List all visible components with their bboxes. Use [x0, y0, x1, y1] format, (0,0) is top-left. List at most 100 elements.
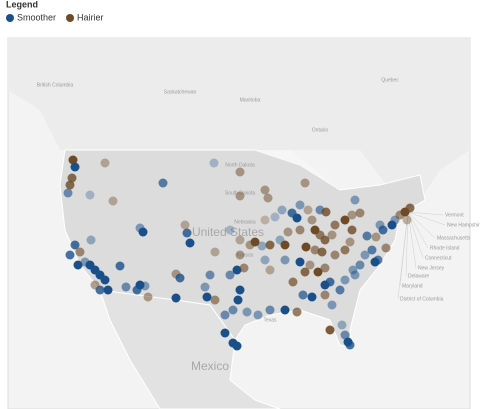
location-dot — [63, 188, 73, 198]
leader-line — [407, 211, 424, 259]
location-dot — [320, 235, 330, 245]
region-label: Maryland — [402, 283, 423, 289]
region-label: Kansas — [237, 252, 254, 258]
location-dot — [295, 200, 305, 210]
region-label: Quebec — [381, 77, 399, 83]
location-dot — [327, 230, 337, 240]
location-dot — [263, 193, 273, 203]
location-dot — [335, 285, 345, 295]
location-dot — [232, 265, 242, 275]
location-dot — [103, 285, 113, 295]
location-dot — [288, 277, 298, 287]
location-dot — [283, 227, 293, 237]
legend: Smoother Hairier — [6, 12, 104, 22]
location-dot — [73, 260, 83, 270]
region-label: Connecticut — [425, 255, 452, 261]
location-dot — [220, 310, 230, 320]
location-dot — [280, 240, 290, 250]
location-dot — [115, 261, 125, 271]
location-dot — [260, 215, 270, 225]
location-dot — [132, 285, 142, 295]
location-dot — [373, 255, 383, 265]
location-dot — [300, 267, 310, 277]
location-dot — [158, 178, 168, 188]
location-dot — [348, 265, 358, 275]
location-dot — [347, 210, 357, 220]
location-dot — [307, 215, 317, 225]
location-dot — [260, 255, 270, 265]
region-label: Delaware — [408, 273, 429, 279]
location-dot — [205, 270, 215, 280]
location-dot — [70, 162, 80, 172]
location-dot — [402, 215, 412, 225]
location-dot — [180, 220, 190, 230]
location-dot — [327, 300, 337, 310]
region-label: New Hampshire — [447, 222, 480, 228]
region-label: Texas — [263, 317, 277, 323]
location-dot — [362, 231, 372, 241]
leader-line — [405, 211, 409, 277]
location-dot — [325, 277, 335, 287]
leader-line — [397, 211, 409, 300]
location-dot — [70, 240, 80, 250]
location-dot — [235, 191, 245, 201]
region-label: District of Columbia — [400, 296, 444, 302]
location-dot — [317, 247, 327, 257]
location-dot — [300, 178, 310, 188]
location-dot — [350, 195, 360, 205]
location-dot — [292, 213, 302, 223]
location-dot — [280, 255, 290, 265]
location-dot — [235, 235, 245, 245]
location-dot — [75, 247, 85, 257]
region-label: Saskatchewan — [164, 89, 197, 95]
location-dot — [345, 340, 355, 350]
location-dot — [340, 215, 350, 225]
location-dot — [86, 235, 96, 245]
legend-title: Legend — [6, 0, 38, 9]
location-dot — [330, 250, 340, 260]
region-label: British Columbia — [37, 82, 74, 88]
location-dot — [108, 196, 118, 206]
location-dot — [325, 325, 335, 335]
location-dot — [295, 257, 305, 267]
location-dot — [371, 232, 381, 242]
region-label: New Jersey — [418, 265, 445, 271]
leader-line — [407, 211, 436, 239]
location-dot — [225, 270, 235, 280]
region-label: Manitoba — [240, 97, 261, 103]
location-dot — [202, 292, 212, 302]
location-dot — [277, 205, 287, 215]
location-dot — [367, 245, 377, 255]
region-label: Vermont — [445, 212, 464, 218]
region-label: Ontario — [312, 127, 329, 133]
location-dot — [232, 341, 242, 351]
location-dot — [337, 320, 347, 330]
mexico — [99, 289, 281, 409]
location-dot — [330, 220, 340, 230]
location-dot — [270, 212, 280, 222]
location-dot — [121, 282, 131, 292]
location-dot — [375, 220, 385, 230]
canada — [8, 38, 470, 210]
location-dot — [100, 275, 110, 285]
location-dot — [265, 305, 275, 315]
location-dot — [405, 203, 415, 213]
legend-swatch — [66, 14, 75, 22]
leader-line — [407, 211, 446, 226]
country-label: Mexico — [191, 359, 229, 373]
location-dot — [295, 225, 305, 235]
location-dot — [301, 242, 311, 252]
location-dot — [307, 292, 317, 302]
leader-line — [407, 211, 444, 216]
location-dot — [355, 260, 365, 270]
location-dot — [257, 241, 267, 251]
region-label: Rhode Island — [430, 245, 460, 251]
location-dot — [210, 247, 220, 257]
location-dot — [340, 245, 350, 255]
location-dot — [67, 173, 77, 183]
location-dot — [233, 295, 243, 305]
location-dot — [65, 250, 75, 260]
location-dot — [200, 282, 210, 292]
location-dot — [220, 328, 230, 338]
location-dot — [303, 205, 313, 215]
